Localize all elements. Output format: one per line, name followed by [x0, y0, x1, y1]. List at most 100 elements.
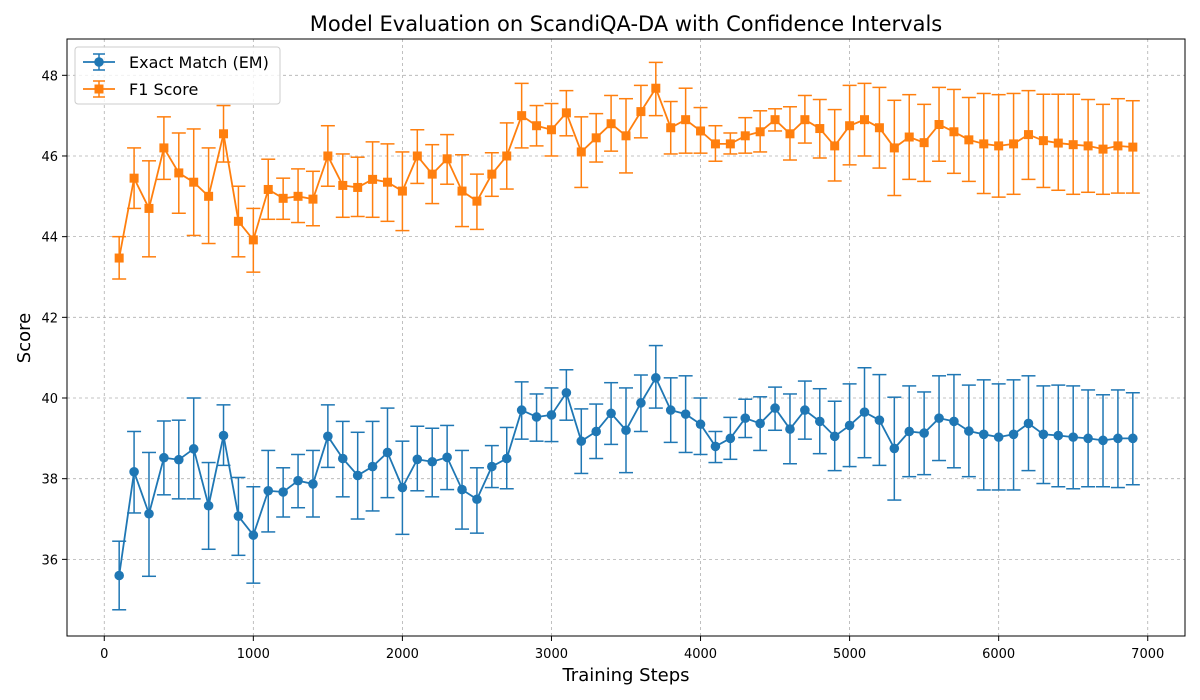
data-point: [1083, 433, 1093, 444]
data-point: [442, 452, 452, 463]
data-point: [1128, 142, 1138, 152]
data-point: [337, 453, 348, 464]
data-point: [457, 484, 467, 495]
data-point: [621, 425, 631, 436]
data-point: [263, 184, 273, 194]
data-point: [367, 461, 378, 472]
data-point: [323, 151, 333, 161]
x-tick-label: 0: [100, 647, 108, 662]
data-point: [904, 132, 914, 142]
data-point: [546, 410, 557, 420]
data-point: [710, 441, 721, 452]
data-point: [293, 191, 303, 201]
data-point: [919, 428, 929, 438]
data-point: [725, 433, 736, 444]
data-point: [934, 120, 944, 130]
data-point: [516, 405, 527, 415]
data-point: [531, 412, 542, 422]
data-point: [114, 570, 124, 581]
legend-marker: [94, 57, 104, 67]
x-axis-label: Training Steps: [561, 665, 689, 686]
data-point: [1038, 429, 1049, 440]
data-point: [710, 139, 720, 149]
data-point: [934, 413, 944, 423]
data-point: [204, 191, 214, 201]
chart-title: Model Evaluation on ScandiQA-DA with Con…: [310, 12, 942, 36]
data-point: [845, 121, 855, 131]
data-point: [830, 141, 840, 151]
error-bars: [112, 61, 1140, 280]
legend-label: F1 Score: [129, 80, 198, 99]
markers: [114, 373, 1138, 581]
legend-label: Exact Match (EM): [129, 53, 269, 72]
data-point: [1113, 141, 1123, 151]
data-point: [1098, 435, 1108, 446]
data-point: [412, 454, 423, 465]
data-point: [368, 174, 378, 184]
data-point: [233, 511, 244, 521]
data-point: [740, 413, 751, 423]
data-point: [442, 154, 452, 164]
data-point: [159, 143, 169, 153]
data-point: [1083, 141, 1093, 151]
data-point: [978, 429, 989, 440]
data-point: [1113, 433, 1123, 444]
data-point: [1098, 144, 1108, 154]
data-point: [532, 121, 542, 131]
series-layer: [112, 61, 1140, 611]
data-point: [576, 436, 587, 446]
data-point: [1023, 130, 1033, 140]
data-point: [397, 482, 408, 493]
data-point: [472, 196, 482, 206]
data-point: [457, 186, 467, 196]
data-point: [129, 467, 139, 477]
legend-box: [74, 46, 281, 105]
data-point: [829, 431, 840, 442]
x-tick-label: 2000: [386, 647, 419, 662]
data-point: [696, 126, 706, 136]
series-f1-score: [112, 61, 1140, 280]
data-point: [1038, 136, 1048, 146]
data-point: [1053, 430, 1064, 441]
data-point: [144, 203, 154, 213]
y-tick-label: 42: [41, 311, 58, 326]
x-tick-label: 4000: [684, 647, 717, 662]
data-point: [993, 432, 1004, 442]
data-point: [427, 169, 437, 179]
series-exact-match: [112, 344, 1140, 611]
legend: Exact Match (EM) F1 Score: [74, 46, 281, 105]
data-point: [472, 494, 482, 505]
data-point: [606, 119, 616, 129]
data-point: [680, 409, 691, 419]
data-point: [353, 182, 363, 192]
data-point: [219, 129, 229, 139]
y-tick-label: 44: [41, 231, 58, 246]
data-point: [487, 169, 497, 179]
data-point: [487, 461, 497, 472]
data-point: [800, 405, 810, 415]
data-point: [233, 216, 243, 226]
markers: [114, 83, 1138, 263]
data-point: [114, 253, 124, 263]
data-point: [1068, 432, 1078, 442]
data-point: [218, 430, 229, 441]
data-point: [785, 424, 795, 434]
x-axis-ticks: 0 1000 2000 3000 4000 5000 6000 7000: [100, 636, 1164, 662]
data-point: [860, 115, 870, 125]
data-point: [576, 147, 586, 157]
data-point: [844, 420, 855, 431]
data-point: [636, 107, 646, 117]
data-point: [263, 485, 274, 496]
x-tick-label: 3000: [535, 647, 568, 662]
data-point: [815, 124, 825, 134]
x-tick-label: 6000: [982, 647, 1015, 662]
data-point: [1008, 429, 1019, 440]
data-point: [517, 111, 527, 121]
data-point: [248, 530, 259, 540]
data-point: [278, 487, 288, 497]
x-tick-label: 7000: [1131, 647, 1164, 662]
plot-area-border: [66, 38, 1186, 637]
data-point: [889, 443, 900, 454]
